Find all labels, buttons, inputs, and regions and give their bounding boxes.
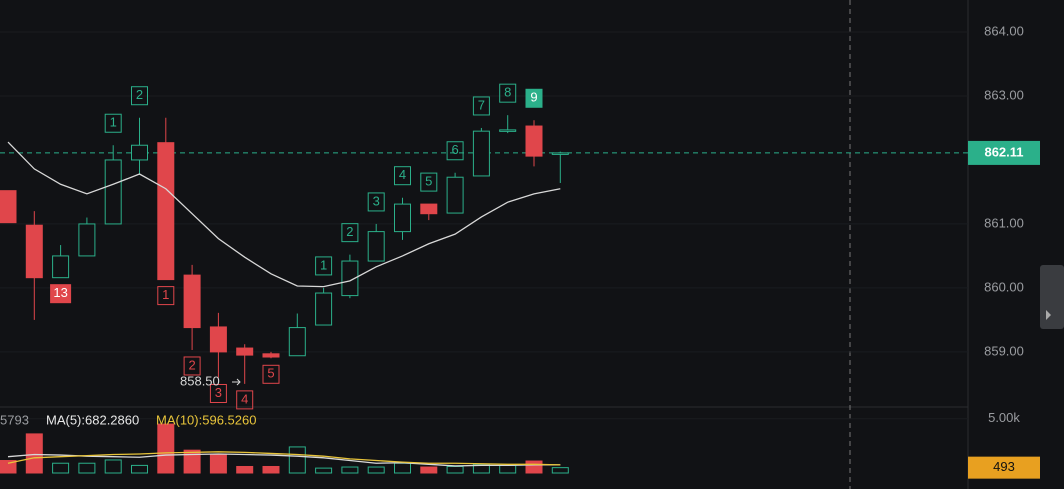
candle-body (52, 255, 70, 279)
td-down-label: 3 (215, 385, 222, 400)
candle-body (183, 274, 201, 329)
annotation-arrow (232, 378, 241, 386)
volume-bar (315, 467, 333, 474)
td-up-box (394, 166, 411, 186)
volume-bar (78, 462, 96, 474)
td-down-box (262, 364, 280, 384)
y-tick-label: 864.00 (984, 23, 1024, 38)
td-up-label: 1 (110, 115, 117, 130)
volume-bar (131, 464, 148, 474)
volume-bar (52, 462, 70, 474)
candle-body (525, 125, 543, 157)
td-up-box (472, 96, 490, 116)
volume-legend: MA(5):682.2860 (46, 412, 139, 427)
td-up-box (499, 83, 517, 103)
candle-body (315, 292, 333, 326)
td-up-box (367, 192, 385, 212)
candle-body (446, 176, 464, 214)
y-tick-label: 860.00 (984, 279, 1024, 294)
td-up-box (341, 223, 359, 243)
candle-body (209, 326, 227, 353)
td-up-label: 4 (399, 167, 406, 182)
candle-body (78, 223, 96, 257)
last-price-tag (968, 140, 1040, 165)
td-up-box (446, 141, 464, 161)
td-down-box (50, 284, 72, 304)
td-up-label: 5 (425, 174, 432, 189)
volume-bar (236, 465, 254, 474)
td-down-box (157, 286, 175, 306)
volume-bar (367, 466, 385, 474)
candle-body (236, 347, 254, 356)
td-down-box (236, 390, 254, 410)
candle-body (288, 327, 306, 357)
volume-bar (25, 433, 43, 474)
volume-ma5 (7, 453, 561, 467)
candle-body (551, 152, 569, 155)
candle-body (341, 260, 359, 297)
td-up-label: 6 (451, 142, 458, 157)
y-tick-label: 5.00k (988, 410, 1020, 425)
candle-body (394, 203, 411, 233)
td-up-box (420, 172, 438, 192)
candle-body (499, 129, 517, 132)
candle-body (0, 190, 17, 224)
td-up-box (131, 86, 148, 106)
ma-line (7, 141, 561, 288)
volume-tag (968, 456, 1040, 479)
td-up-label: 2 (346, 224, 353, 239)
volume-bar (0, 460, 17, 474)
td-up-label: 8 (504, 85, 511, 100)
candle-body (25, 224, 43, 279)
td-down-box (209, 383, 227, 403)
y-tick-label: 859.00 (984, 343, 1024, 358)
td-up-box (315, 256, 333, 276)
volume-ma10 (7, 451, 561, 466)
candle-body (420, 203, 438, 215)
volume-legend: MA(10):596.5260 (156, 412, 256, 427)
volume-bar (209, 454, 227, 474)
volume-bar (551, 467, 569, 474)
td-down-label: 1 (162, 287, 169, 302)
candle-body (262, 353, 280, 358)
volume-bar (262, 465, 280, 474)
volume-bar (341, 466, 359, 474)
candle-body (472, 130, 490, 177)
volume-bar (157, 423, 175, 474)
td-up-box (104, 113, 122, 133)
td-down-box (183, 356, 201, 376)
scroll-arrow (1046, 310, 1051, 320)
td-down-label: 2 (188, 357, 195, 372)
td-down-label: 5 (267, 366, 274, 381)
volume-bar (420, 466, 438, 474)
last-price-label: 862.11 (984, 144, 1023, 159)
candle-body (157, 142, 175, 281)
candle-body (131, 144, 148, 161)
td-down-label: 13 (53, 285, 67, 300)
td-up-label: 7 (478, 97, 485, 112)
candle-body (104, 159, 122, 225)
td-up-label: 2 (136, 87, 143, 102)
volume-bar (183, 449, 201, 474)
td-down-label: 4 (241, 391, 248, 406)
y-tick-label: 863.00 (984, 87, 1024, 102)
low-annotation: 858.50 (180, 373, 220, 388)
volume-bar (104, 459, 122, 474)
volume-bar (525, 460, 543, 474)
td-up-label: 1 (320, 257, 327, 272)
volume-bar (288, 446, 306, 474)
td-up-label: 3 (373, 193, 380, 208)
y-tick-label: 861.00 (984, 215, 1024, 230)
td-up-label: 9 (530, 90, 537, 105)
td-up-box (525, 88, 543, 108)
candle-body (367, 231, 385, 262)
volume-last-label: 493 (993, 459, 1015, 474)
scroll-handle[interactable] (1040, 265, 1064, 329)
volume-legend: 5793 (0, 412, 29, 427)
